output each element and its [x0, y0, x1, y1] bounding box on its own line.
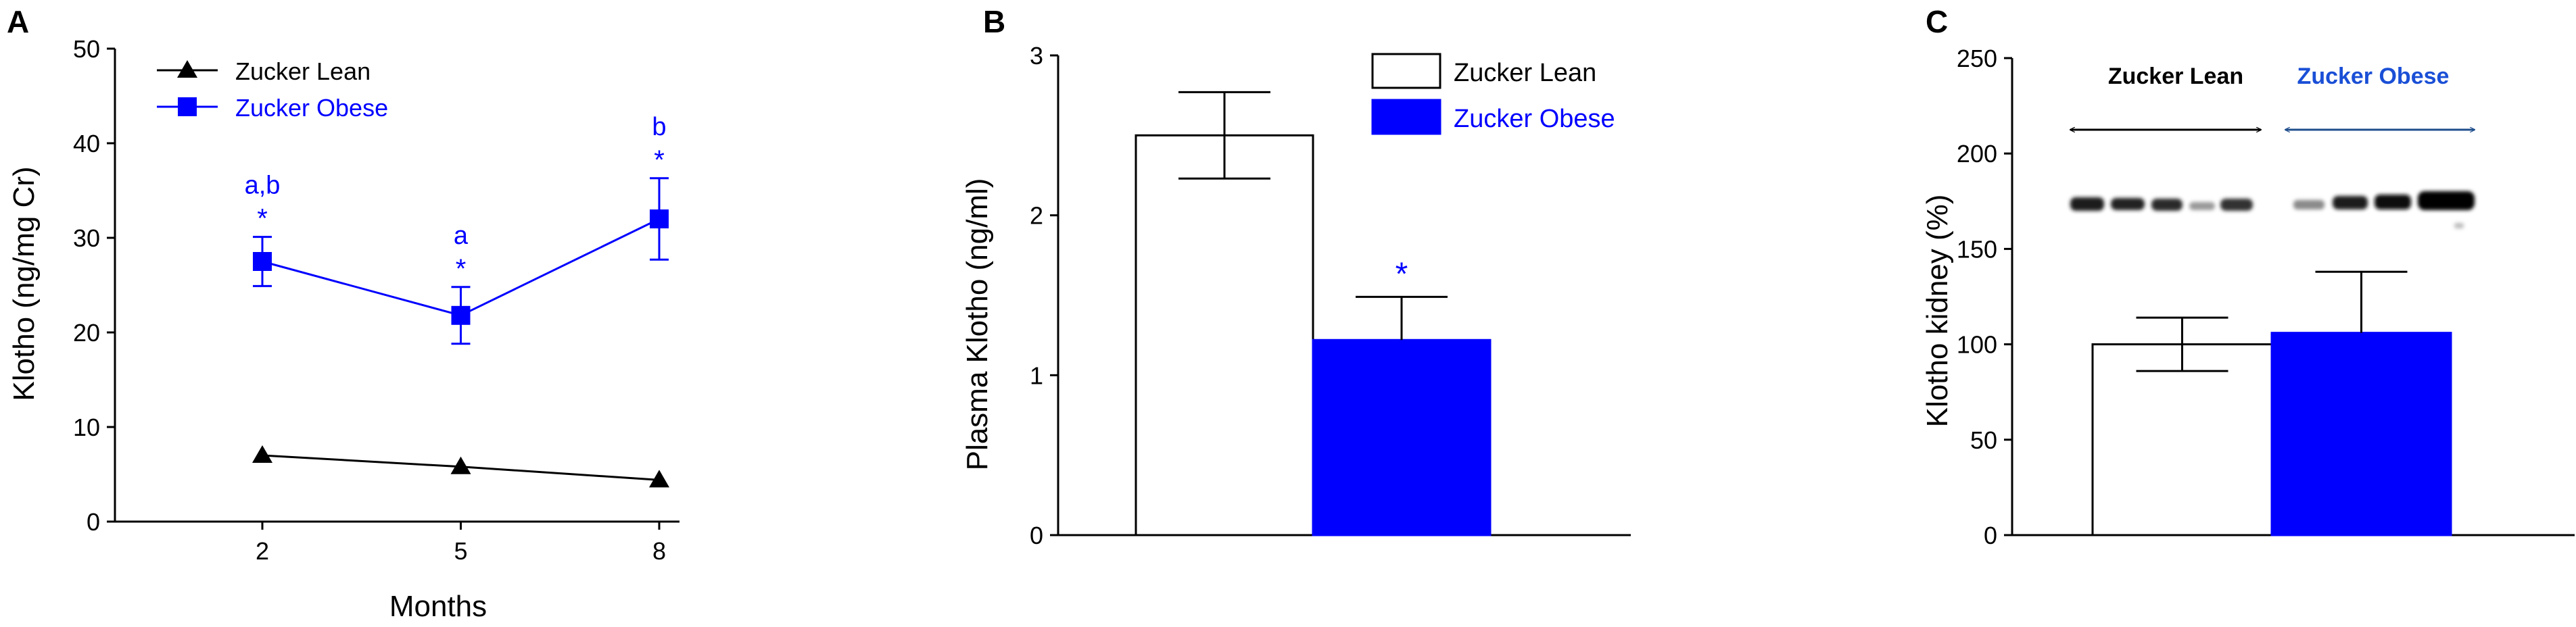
- x-tick-label: 2: [256, 537, 269, 565]
- obese-data-point: [253, 252, 272, 271]
- y-tick-label: 250: [1957, 45, 1997, 72]
- lean-data-point: [450, 456, 471, 474]
- blot-label-lean: Zucker Lean: [2108, 64, 2243, 89]
- y-tick-label: 20: [73, 319, 100, 347]
- lean-bar: [2091, 343, 2273, 536]
- x-tick-label: 8: [652, 537, 666, 565]
- panel-c-bars: [2091, 270, 2452, 536]
- y-tick-label: 2: [1030, 202, 1043, 230]
- panel-b-bars: *: [1135, 91, 1492, 536]
- obese-bar: [2270, 332, 2452, 536]
- legend-lean-label: Zucker Lean: [1454, 59, 1596, 87]
- significance-star: *: [456, 254, 467, 284]
- x-tick-label: 5: [454, 537, 467, 565]
- blot-bands: [2070, 191, 2475, 228]
- y-tick-label: 3: [1030, 42, 1043, 70]
- blot-label-obese: Zucker Obese: [2297, 64, 2450, 89]
- panel-b-legend: Zucker Lean Zucker Obese: [1371, 53, 1615, 135]
- y-tick-label: 50: [73, 35, 100, 63]
- legend-obese-square-marker: [178, 97, 197, 116]
- panel-c: C Klotho kidney (%) 0 50 100 150 200 250 Zuck…: [1921, 4, 2575, 549]
- lean-data-point: [649, 470, 669, 488]
- legend-obese-label: Zucker Obese: [235, 94, 388, 122]
- panel-a: A Klotho (ng/mg Cr) Months 0 10 20 30 40 50 2 5…: [7, 4, 679, 623]
- group-letter-annotation: b: [652, 113, 666, 141]
- panel-c-western-blot: Zucker Lean Zucker Obese: [2070, 64, 2475, 228]
- y-tick-label: 200: [1957, 140, 1997, 168]
- legend-lean-swatch: [1371, 53, 1441, 89]
- panel-a-series: * a,b * a * b: [245, 113, 669, 488]
- y-tick-label: 50: [1970, 426, 1997, 454]
- significance-star: *: [654, 145, 665, 175]
- group-letter-annotation: a,b: [245, 172, 281, 200]
- obese-data-point: [451, 305, 471, 325]
- panel-b-y-axis-label: Plasma Klotho (ng/ml): [961, 178, 994, 471]
- y-tick-label: 0: [1984, 522, 1997, 549]
- lean-data-point: [252, 445, 272, 463]
- legend-lean-label: Zucker Lean: [235, 57, 371, 85]
- panel-letter-a: A: [7, 4, 29, 39]
- legend-lean-triangle-marker: [177, 60, 197, 78]
- panel-letter-c: C: [1926, 4, 1948, 39]
- y-tick-label: 1: [1030, 361, 1043, 389]
- y-tick-label: 150: [1957, 235, 1997, 263]
- panel-c-y-axis-label: Klotho kidney (%): [1921, 195, 1954, 428]
- legend-obese-swatch: [1371, 99, 1441, 135]
- panel-a-x-axis-label: Months: [389, 590, 487, 623]
- y-tick-label: 40: [73, 130, 100, 157]
- lean-bar: [1135, 134, 1314, 536]
- group-letter-annotation: a: [454, 222, 469, 250]
- panel-a-y-axis-label: Klotho (ng/mg Cr): [7, 166, 41, 401]
- panel-c-axes: 0 50 100 150 200 250: [1957, 45, 2575, 549]
- y-tick-label: 10: [73, 413, 100, 441]
- significance-star: *: [257, 204, 268, 234]
- y-tick-label: 100: [1957, 331, 1997, 359]
- legend-obese-label: Zucker Obese: [1454, 105, 1615, 133]
- significance-star: *: [1396, 256, 1408, 292]
- panel-a-axes: 0 10 20 30 40 50 2 5 8: [73, 35, 679, 565]
- panel-a-legend: Zucker Lean Zucker Obese: [157, 57, 388, 122]
- y-tick-label: 0: [87, 508, 100, 536]
- panel-b: B Plasma Klotho (ng/ml) 0 1 2 3 * Zucker Le…: [961, 4, 1631, 549]
- obese-data-point: [650, 209, 669, 228]
- y-tick-label: 30: [73, 224, 100, 252]
- panel-letter-b: B: [983, 4, 1005, 39]
- y-tick-label: 0: [1030, 522, 1043, 549]
- obese-bar: [1312, 338, 1492, 536]
